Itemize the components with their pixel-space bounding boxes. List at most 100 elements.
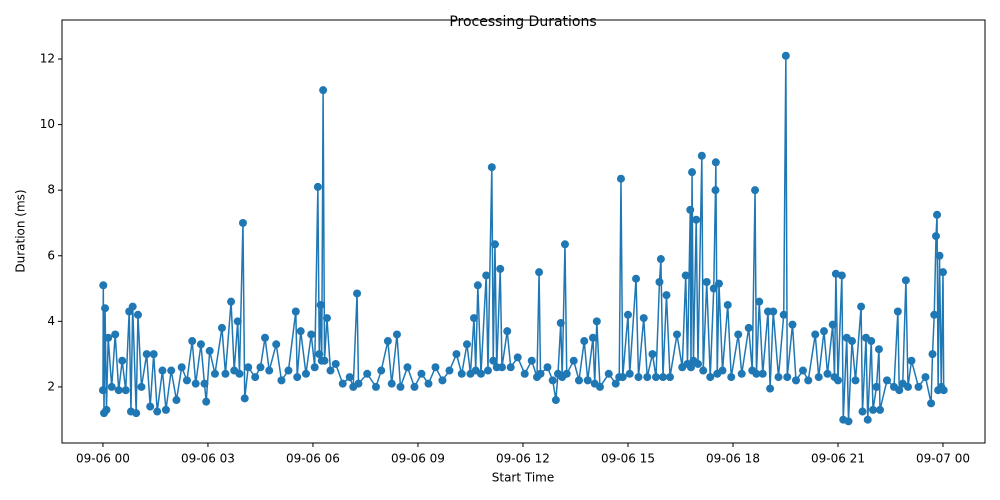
point <box>235 369 244 378</box>
point <box>847 337 856 346</box>
point <box>711 158 720 167</box>
point <box>903 382 912 391</box>
point <box>625 369 634 378</box>
y-tick-label: 6 <box>47 248 55 262</box>
point <box>111 330 120 339</box>
point <box>322 314 331 323</box>
point <box>686 363 695 372</box>
point <box>506 363 515 372</box>
point <box>172 396 181 405</box>
point <box>353 289 362 298</box>
point <box>445 366 454 375</box>
point <box>604 369 613 378</box>
point <box>618 373 627 382</box>
point <box>616 174 625 183</box>
point <box>188 337 197 346</box>
point <box>758 369 767 378</box>
point <box>706 373 715 382</box>
point <box>513 353 522 362</box>
point <box>851 376 860 385</box>
point <box>895 386 904 395</box>
point <box>99 281 108 290</box>
point <box>210 369 219 378</box>
point <box>177 363 186 372</box>
point <box>595 382 604 391</box>
point <box>205 346 214 355</box>
point <box>938 268 947 277</box>
point <box>655 277 664 286</box>
point <box>814 373 823 382</box>
point <box>672 330 681 339</box>
point <box>779 310 788 319</box>
point <box>319 86 328 95</box>
line <box>102 55 945 422</box>
point <box>551 396 560 405</box>
point <box>520 369 529 378</box>
point <box>556 318 565 327</box>
point <box>583 376 592 385</box>
point <box>284 366 293 375</box>
point <box>858 407 867 416</box>
point <box>118 356 127 365</box>
point <box>693 359 702 368</box>
point <box>921 373 930 382</box>
x-axis-label: Start Time <box>492 471 555 485</box>
point <box>874 345 883 354</box>
point <box>737 369 746 378</box>
point <box>769 307 778 316</box>
plot-frame <box>61 19 986 444</box>
point <box>462 340 471 349</box>
point <box>291 307 300 316</box>
point <box>714 279 723 288</box>
point <box>643 373 652 382</box>
point <box>804 376 813 385</box>
x-tick-label: 09-06 21 <box>811 452 865 466</box>
point <box>114 386 123 395</box>
point <box>875 405 884 414</box>
point <box>102 405 111 414</box>
point <box>651 373 660 382</box>
point <box>939 386 948 395</box>
point <box>265 366 274 375</box>
y-axis-label: Duration (ms) <box>14 189 28 272</box>
point <box>823 369 832 378</box>
point <box>457 369 466 378</box>
point <box>146 402 155 411</box>
point <box>240 394 249 403</box>
point <box>702 277 711 286</box>
point <box>548 376 557 385</box>
point <box>182 376 191 385</box>
point <box>665 373 674 382</box>
point <box>473 281 482 290</box>
point <box>868 405 877 414</box>
point <box>503 327 512 336</box>
x-tick-label: 09-06 15 <box>601 452 655 466</box>
x-tick-label: 09-06 06 <box>286 452 340 466</box>
point <box>161 405 170 414</box>
point <box>307 330 316 339</box>
point <box>431 363 440 372</box>
point <box>632 274 641 283</box>
x-tick-label: 09-06 00 <box>76 452 130 466</box>
point <box>363 369 372 378</box>
point <box>574 376 583 385</box>
point <box>296 327 305 336</box>
point <box>196 340 205 349</box>
point <box>527 356 536 365</box>
point <box>142 350 151 359</box>
point <box>783 373 792 382</box>
point <box>927 399 936 408</box>
point <box>482 271 491 280</box>
point <box>403 363 412 372</box>
point <box>338 379 347 388</box>
y-tick-label: 10 <box>40 117 55 131</box>
point <box>149 350 158 359</box>
point <box>863 415 872 424</box>
point <box>931 232 940 241</box>
point <box>819 327 828 336</box>
point <box>692 215 701 224</box>
point <box>893 307 902 316</box>
point <box>867 337 876 346</box>
point <box>261 333 270 342</box>
point <box>709 284 718 293</box>
